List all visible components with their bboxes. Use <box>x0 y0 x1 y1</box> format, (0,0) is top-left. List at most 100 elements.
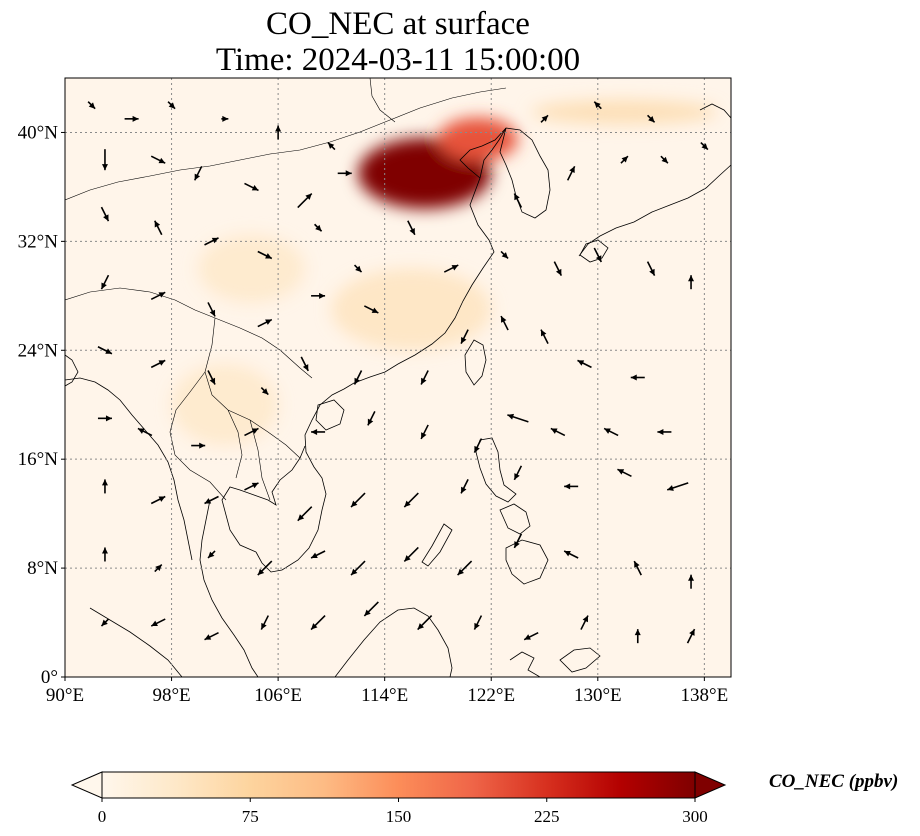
wind-vector <box>566 165 576 181</box>
x-tick-label: 130°E <box>574 685 622 706</box>
wind-vector <box>297 506 313 522</box>
wind-vector <box>593 101 602 110</box>
colorbar-tick-label: 0 <box>98 807 107 826</box>
wind-vector <box>100 206 110 222</box>
map-title-line2: Time: 2024-03-11 15:00:00 <box>215 42 581 78</box>
wind-vector <box>87 101 96 110</box>
wind-vector <box>647 114 656 123</box>
wind-vector <box>150 618 166 627</box>
wind-vector <box>364 305 379 314</box>
wind-vector <box>523 631 539 641</box>
wind-vector <box>150 495 166 505</box>
wind-vector <box>101 149 108 171</box>
wind-vector <box>700 142 709 151</box>
wind-vector <box>513 193 523 208</box>
wind-vector <box>367 410 376 426</box>
wind-vector <box>100 618 110 627</box>
wind-vector <box>244 427 259 437</box>
wind-vector <box>620 155 629 164</box>
wind-vector <box>314 223 323 232</box>
wind-vector <box>550 427 566 437</box>
wind-vector <box>167 101 176 110</box>
hainan-coast <box>315 399 345 431</box>
wind-vector <box>244 182 259 192</box>
wind-vector <box>257 250 273 260</box>
wind-vector <box>443 264 459 273</box>
y-tick-label: 8°N <box>27 558 58 579</box>
wind-vector <box>207 550 216 559</box>
wind-vector <box>564 483 579 490</box>
wind-vector <box>660 155 669 164</box>
wind-vector <box>204 495 219 505</box>
wind-vector <box>540 114 549 123</box>
wind-vector <box>553 261 563 276</box>
x-tick-label: 98°E <box>152 685 190 706</box>
wind-vector <box>353 264 363 273</box>
colorbar-tick-label: 75 <box>242 807 259 826</box>
map-title-line1: CO_NEC at surface <box>266 6 530 42</box>
korea-coast <box>499 127 551 219</box>
longitude-ticks: 90°E 98°E 106°E 114°E 122°E 130°E 138°E <box>46 677 728 706</box>
colorbar-gradient <box>102 772 695 798</box>
sumatra-coast <box>89 607 183 677</box>
wind-vector <box>403 492 419 508</box>
wind-vector <box>403 546 419 563</box>
wind-vector <box>646 261 656 276</box>
colorbar-label: CO_NEC (ppbv) <box>769 771 899 792</box>
x-tick-label: 138°E <box>681 685 729 706</box>
wind-vector <box>350 492 366 508</box>
wind-vector <box>460 479 469 494</box>
wind-vector <box>311 428 326 435</box>
wind-vector <box>154 220 163 236</box>
palawan-coast <box>421 523 453 567</box>
wind-vector <box>507 413 529 423</box>
visayas-coast <box>499 503 531 535</box>
wind-vector <box>350 560 366 576</box>
wind-vector <box>407 220 416 236</box>
y-tick-label: 24°N <box>18 340 59 361</box>
map-axes: 90°E 98°E 106°E 114°E 122°E 130°E 138°E 0° 8°N 1… <box>18 77 732 706</box>
wind-vector <box>154 564 163 573</box>
wind-vector <box>257 560 273 576</box>
wind-vector <box>101 547 108 562</box>
wind-vector <box>617 468 632 478</box>
wind-vector <box>353 370 363 385</box>
wind-vector <box>540 329 549 345</box>
wind-vector <box>297 192 313 209</box>
bangladesh-coast <box>65 354 79 387</box>
map-frame <box>64 77 732 678</box>
co-field-feature <box>171 363 279 446</box>
wind-vector <box>327 142 336 151</box>
wind-vector <box>634 629 641 644</box>
wind-vector <box>630 374 645 381</box>
bohai-coast <box>459 127 507 179</box>
x-tick-label: 90°E <box>46 685 84 706</box>
wind-vector <box>513 533 523 549</box>
wind-vector <box>500 250 509 260</box>
new-guinea-coast <box>559 647 601 673</box>
colorbar-extend-min <box>70 771 103 799</box>
wind-vector <box>337 170 352 177</box>
japan-coast <box>578 164 731 257</box>
wind-vector <box>457 560 473 576</box>
co-field-feature <box>198 234 305 303</box>
colorbar-extend-max <box>694 771 727 799</box>
luzon-coast <box>475 437 517 503</box>
wind-vector <box>97 415 112 422</box>
wind-vector <box>657 428 672 435</box>
wind-vector <box>204 237 219 246</box>
wind-vector <box>257 318 273 328</box>
x-tick-label: 106°E <box>254 685 302 706</box>
wind-vector <box>580 615 589 630</box>
wind-vector <box>191 442 206 449</box>
colorbar-tick-label: 300 <box>682 807 708 826</box>
wind-vector <box>137 427 153 437</box>
wind-vector <box>100 274 110 290</box>
y-tick-label: 16°N <box>18 449 59 470</box>
borneo-coast <box>334 607 453 677</box>
wind-vector <box>633 560 642 576</box>
wind-vector <box>460 329 469 345</box>
country-borders <box>65 78 507 501</box>
wind-vector <box>473 615 483 630</box>
